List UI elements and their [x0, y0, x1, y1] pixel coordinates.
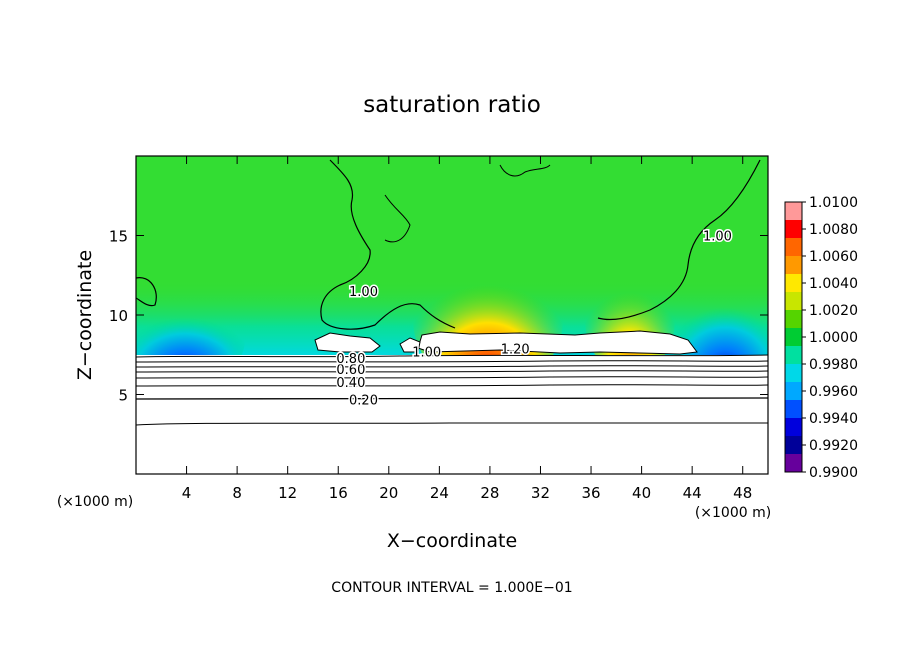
colorbar-segment [785, 292, 802, 311]
contour-line [597, 159, 761, 321]
y-tick-label: 5 [118, 387, 128, 405]
x-tick-label: 16 [329, 484, 348, 502]
x-tick-label: 24 [430, 484, 449, 502]
contour-line [136, 370, 768, 373]
x-unit-left: (×1000 m) [57, 494, 133, 510]
colorbar-label: 1.0000 [809, 330, 858, 346]
contour-label: 0.80 [336, 352, 365, 367]
colorbar-segment [785, 220, 802, 239]
cloud-region-center [417, 330, 698, 355]
colorbar-segment [785, 346, 802, 365]
x-tick-label: 40 [632, 484, 651, 502]
colorbar-segment [785, 238, 802, 257]
x-tick-label: 36 [581, 484, 600, 502]
colorbar: 1.0100 1.0080 1.0060 1.0040 1.0020 1.0000 0.99… [784, 195, 858, 481]
colorbar-label: 1.0080 [809, 222, 858, 238]
contour-interval-note: CONTOUR INTERVAL = 1.000E−01 [331, 580, 572, 596]
contour-line [136, 354, 768, 358]
x-tick-label: 12 [278, 484, 297, 502]
x-tick-label: 4 [182, 484, 192, 502]
contour-line [136, 397, 768, 400]
cloud-region-small [399, 337, 421, 353]
chart-title: saturation ratio [363, 92, 541, 118]
x-tick-label: 20 [379, 484, 398, 502]
colorbar-label: 0.9920 [809, 438, 858, 454]
contour-label: 1.20 [501, 342, 530, 357]
colorbar-label: 1.0040 [809, 276, 858, 292]
colorbar-segment [785, 400, 802, 419]
contour-label: 0.40 [336, 376, 365, 391]
x-tick-label: 32 [531, 484, 550, 502]
colorbar-segment [785, 202, 802, 221]
contour-line [136, 376, 768, 379]
plot-area [136, 156, 768, 474]
contour-label: 1.00 [703, 230, 732, 245]
colorbar-segment [785, 310, 802, 329]
x-unit-right: (×1000 m) [695, 505, 771, 521]
colorbar-label: 1.0020 [809, 303, 858, 319]
contour-line [384, 194, 411, 243]
contour-line [499, 164, 551, 177]
colorbar-segment [785, 418, 802, 437]
x-tick-label: 28 [480, 484, 499, 502]
contour-line [136, 277, 157, 307]
colorbar-label: 0.9980 [809, 357, 858, 373]
contour-labels: 0.20 0.400.600.80 1.00 1.00 1.20 1.00 [335, 228, 734, 410]
contour-label: 1.00 [349, 285, 378, 300]
colorbar-label: 0.9900 [809, 465, 858, 481]
colorbar-segment [785, 274, 802, 293]
colorbar-segment [785, 382, 802, 401]
y-tick-label: 15 [109, 228, 128, 246]
y-axis: 5 10 15 [109, 228, 768, 405]
contour-label: 0.20 [349, 393, 378, 408]
colorbar-label: 0.9940 [809, 411, 858, 427]
contour-line [320, 159, 456, 330]
x-axis-label: X−coordinate [387, 530, 517, 552]
x-tick-label: 8 [232, 484, 242, 502]
colorbar-label: 1.0100 [809, 195, 858, 211]
contour-line [136, 360, 768, 363]
contour-line [136, 384, 768, 387]
contour-label: 0.60 [336, 363, 365, 378]
contour-line [136, 422, 768, 426]
colorbar-segment [785, 436, 802, 455]
colorbar-segment [785, 454, 802, 473]
contour-label: 1.00 [412, 346, 441, 361]
y-axis-label: Z−coordinate [74, 250, 96, 380]
colorbar-segment [785, 364, 802, 383]
y-tick-label: 10 [109, 307, 128, 325]
colorbar-label: 1.0060 [809, 249, 858, 265]
x-tick-label: 44 [683, 484, 702, 502]
colorbar-segment [785, 328, 802, 347]
stable-layer [136, 355, 768, 474]
x-tick-label: 48 [733, 484, 752, 502]
colorbar-label: 0.9960 [809, 384, 858, 400]
cloud-region-left [314, 332, 381, 353]
contour-line [136, 365, 768, 368]
colorbar-segment [785, 256, 802, 275]
x-axis: 4 8 12 16 20 24 28 32 36 40 44 48 [182, 156, 752, 502]
